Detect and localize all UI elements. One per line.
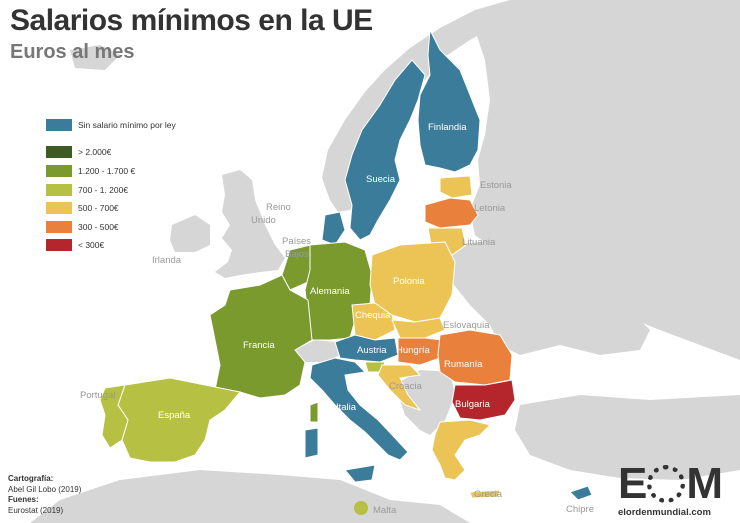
label-paises-bajos-2: Bajos: [285, 249, 309, 260]
eu-countries: [99, 28, 593, 515]
country-francia: [209, 274, 313, 399]
label-austria: Austria: [357, 345, 387, 356]
country-bulgaria: [451, 379, 516, 421]
label-italia: Italia: [336, 402, 357, 413]
country-portugal: [99, 384, 129, 449]
country-grecia-crete: [469, 489, 501, 499]
country-letonia: [424, 197, 479, 229]
country-estonia: [439, 175, 473, 199]
legend-swatch: [46, 220, 72, 233]
legend-swatch: [46, 164, 72, 177]
legend-item: > 2.000€: [46, 144, 176, 162]
label-croacia: Croacia: [389, 381, 422, 392]
legend-swatch: [46, 239, 72, 252]
country-chipre: [569, 485, 593, 501]
country-rumania: [437, 329, 513, 386]
logo-letter-e: E: [618, 459, 647, 508]
country-eslovaquia: [391, 317, 446, 339]
country-denmark: [321, 211, 346, 246]
logo-letters: E M: [618, 462, 732, 506]
non-eu-land: [30, 0, 740, 523]
label-lituania: Lituania: [462, 237, 496, 248]
credits: Cartografía: Abel Gil Lobo (2019) Fuenes…: [8, 474, 81, 516]
country-italia: [309, 357, 409, 461]
logo-url: elordenmundial.com: [618, 507, 711, 518]
logo-letter-m: M: [686, 459, 723, 508]
country-croacia: [377, 364, 422, 412]
country-italia-sardinia: [304, 427, 319, 459]
balkans-shape: [395, 370, 455, 435]
legend-item: Sin salario mínimo por ley: [46, 116, 176, 134]
country-suecia: [344, 59, 426, 241]
norway-shape: [322, 0, 560, 212]
label-reino-unido-2: Unido: [251, 215, 276, 226]
label-letonia: Letonia: [474, 203, 506, 214]
label-polonia: Polonia: [393, 276, 425, 287]
label-finlandia: Finlandia: [428, 122, 467, 133]
country-finlandia: [417, 28, 481, 173]
label-espana: España: [158, 410, 191, 421]
legend-label: 1.200 - 1.700 €: [78, 165, 136, 176]
country-italia-sicily: [344, 464, 376, 483]
credits-fuentes-label: Fuenes:: [8, 495, 39, 504]
label-portugal: Portugal: [80, 390, 115, 401]
label-estonia: Estonia: [480, 180, 512, 191]
legend-label: 700 - 1. 200€: [78, 184, 129, 195]
label-chipre: Chipre: [566, 504, 594, 515]
legend-swatch: [46, 183, 72, 196]
legend-label: > 2.000€: [78, 147, 112, 158]
label-chequia: Chequia: [355, 310, 391, 321]
label-malta: Malta: [373, 505, 397, 516]
legend-swatch: [46, 118, 72, 131]
ukraine-shape: [450, 240, 650, 355]
turkey-shape: [515, 395, 740, 480]
legend-label: < 300€: [78, 240, 105, 251]
uk-shape: [215, 170, 285, 278]
country-malta: [354, 501, 368, 515]
label-eslovaquia: Eslovaquia: [443, 320, 490, 331]
label-bulgaria: Bulgaria: [455, 399, 491, 410]
legend-label: 500 - 700€: [78, 203, 119, 214]
credits-cartografia-value: Abel Gil Lobo (2019): [8, 484, 82, 494]
legend-item: 1.200 - 1.700 €: [46, 162, 176, 180]
legend-label: Sin salario mínimo por ley: [78, 119, 176, 130]
page-subtitle: Euros al mes: [10, 41, 135, 63]
legend-label: 300 - 500€: [78, 221, 119, 232]
label-grecia: Grecia: [474, 489, 503, 500]
eom-logo: E M elordenmundial.com: [618, 462, 732, 519]
legend-item: 700 - 1. 200€: [46, 181, 176, 199]
page-title: Salarios mínimos en la UE: [10, 4, 373, 37]
label-hungria: Hungría: [396, 345, 431, 356]
iceland-shape: [70, 45, 120, 70]
credits-cartografia-label: Cartografía:: [8, 474, 54, 483]
country-labels: Finlandia Suecia Estonia Letonia Lituani…: [80, 122, 594, 516]
legend-swatch: [46, 202, 72, 215]
legend-item: 500 - 700€: [46, 199, 176, 217]
label-reino-unido-1: Reino: [266, 202, 291, 213]
label-irlanda: Irlanda: [152, 255, 182, 266]
logo-globe-icon: [647, 465, 686, 503]
label-rumania: Rumanía: [444, 359, 483, 370]
legend-item: 300 - 500€: [46, 218, 176, 236]
ireland-shape: [170, 215, 210, 252]
africa-shape: [30, 470, 470, 523]
credits-fuentes-value: Eurostat (2019): [8, 505, 64, 515]
label-alemania: Alemania: [310, 286, 350, 297]
legend-item: < 300€: [46, 237, 176, 255]
label-paises-bajos-1: Países: [282, 236, 311, 247]
label-suecia: Suecia: [366, 174, 396, 185]
switzerland-shape: [295, 340, 340, 362]
label-francia: Francia: [243, 340, 275, 351]
country-francia-corsica: [309, 401, 319, 423]
legend: Sin salario mínimo por ley > 2.000€ 1.20…: [46, 116, 176, 255]
legend-swatch: [46, 146, 72, 159]
country-grecia: [431, 419, 491, 481]
